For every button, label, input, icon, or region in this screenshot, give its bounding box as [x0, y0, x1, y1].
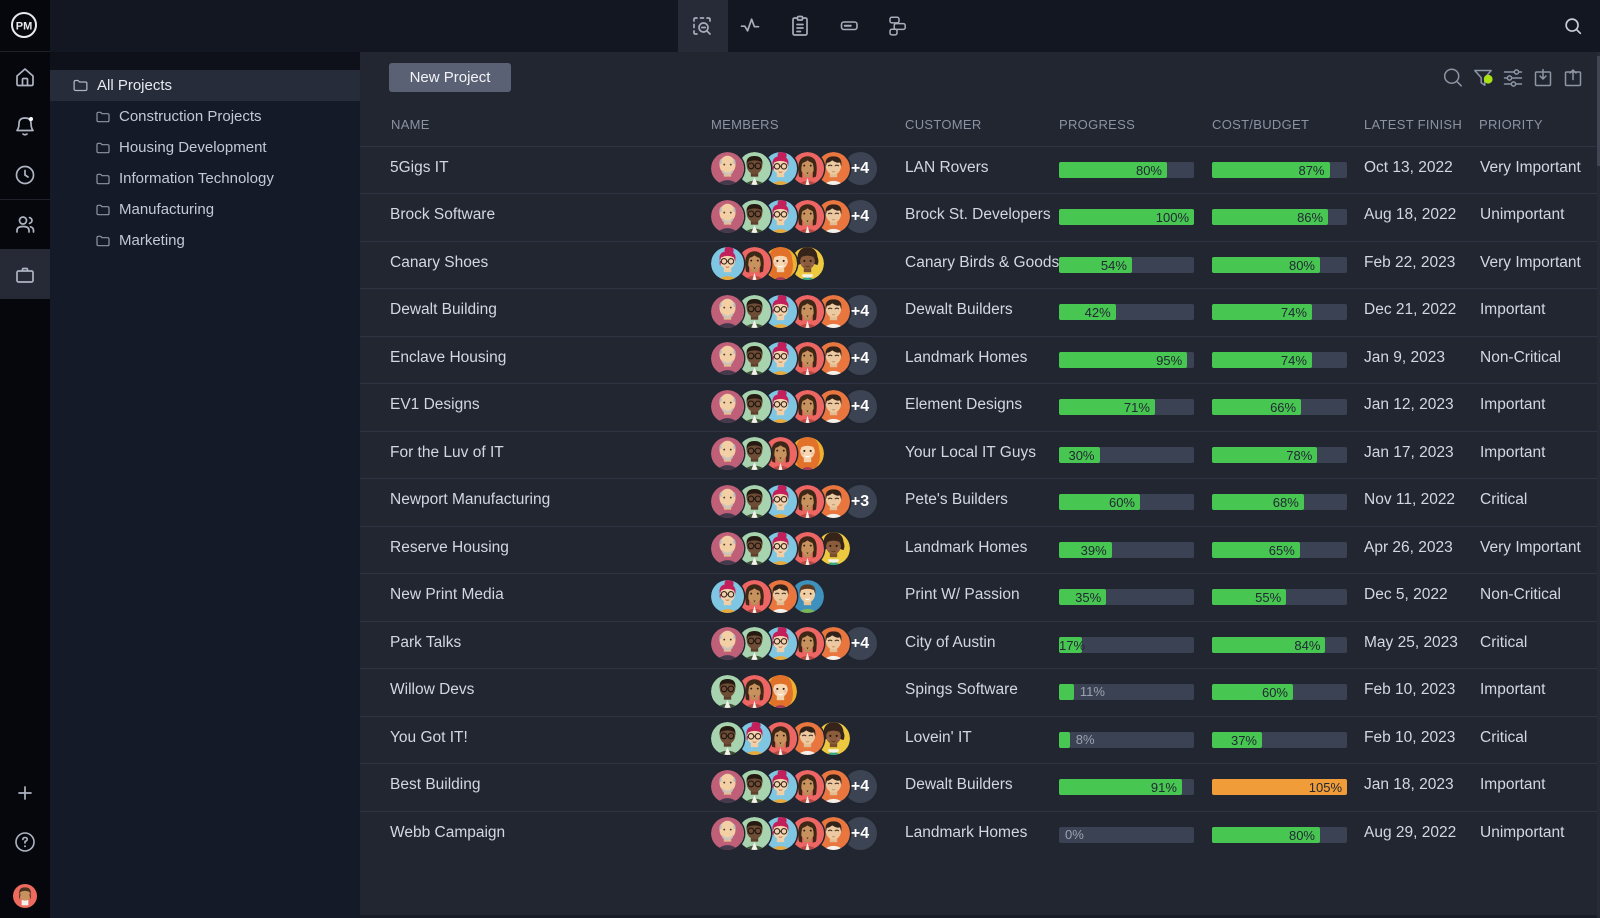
svg-text:PM: PM: [16, 21, 33, 33]
